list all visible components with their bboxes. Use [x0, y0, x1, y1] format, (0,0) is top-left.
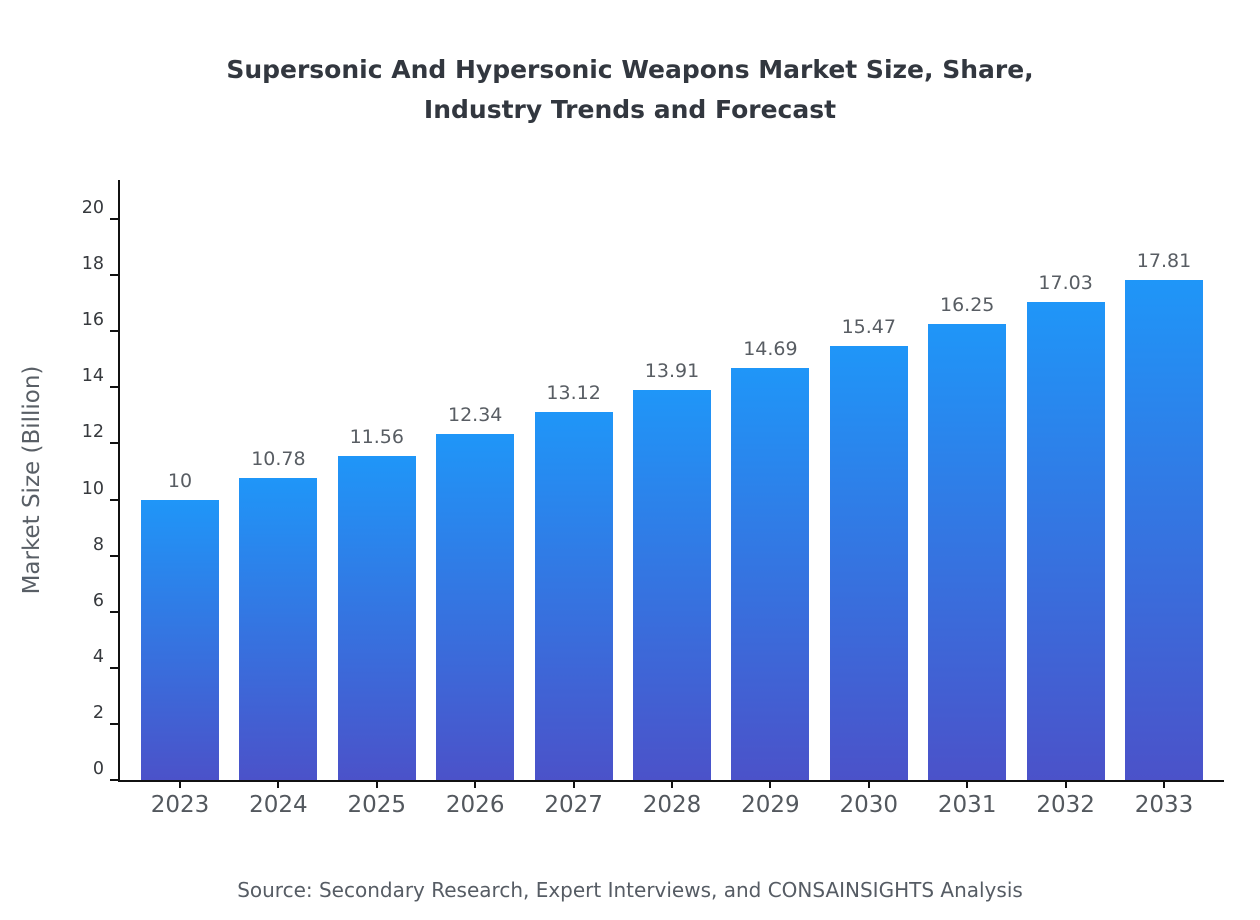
- chart-title-line2: Industry Trends and Forecast: [423, 95, 837, 124]
- x-tick-mark: [867, 780, 870, 788]
- bar-2027: [534, 411, 613, 780]
- bar-value-label: 11.56: [349, 425, 404, 448]
- y-tick-label: 0: [92, 759, 104, 779]
- x-tick-label: 2027: [544, 792, 603, 818]
- y-tick-mark: [110, 779, 118, 781]
- bar-2029: [731, 367, 810, 780]
- x-tick-mark: [671, 780, 673, 788]
- bar-value-label: 12.34: [447, 403, 503, 426]
- x-tick-mark: [277, 780, 280, 788]
- bar-2032: [1026, 302, 1105, 780]
- x-tick-label: 2032: [1036, 792, 1095, 818]
- x-tick-mark: [1163, 780, 1165, 788]
- y-tick-mark: [110, 498, 118, 501]
- x-tick-mark: [1064, 780, 1067, 788]
- y-tick-label: 18: [81, 254, 104, 275]
- y-tick-label: 10: [81, 478, 104, 499]
- bar-value-label: 17.81: [1136, 250, 1192, 273]
- y-tick-label: 2: [92, 702, 104, 723]
- y-tick-label: 4: [92, 646, 104, 667]
- x-tick-label: 2029: [741, 792, 800, 818]
- bar-value-label: 16.25: [939, 294, 995, 317]
- y-tick-label: 6: [92, 590, 104, 611]
- bar-value-label: 15.47: [841, 316, 896, 339]
- bar-value-label: 10: [167, 469, 193, 492]
- y-tick-mark: [110, 554, 118, 557]
- x-tick-label: 2026: [445, 792, 505, 818]
- y-tick-label: 12: [81, 422, 104, 443]
- bar-value-label: 13.12: [546, 381, 601, 404]
- y-tick-label: 20: [81, 198, 104, 218]
- source-note: Source: Secondary Research, Expert Inter…: [237, 878, 1023, 902]
- x-tick-mark: [572, 780, 575, 788]
- bar-2024: [239, 477, 318, 780]
- y-tick-mark: [110, 442, 118, 445]
- x-tick-label: 2025: [347, 792, 407, 818]
- y-tick-mark: [110, 722, 118, 725]
- bar-value-label: 14.69: [743, 337, 798, 360]
- bar-2028: [633, 389, 711, 780]
- y-tick-mark: [110, 610, 118, 613]
- x-tick-label: 2033: [1134, 792, 1194, 818]
- bar-2031: [928, 324, 1007, 780]
- bar-2026: [436, 433, 515, 780]
- x-tick-mark: [179, 780, 181, 788]
- bar-2023: [141, 499, 219, 780]
- x-tick-label: 2024: [249, 792, 308, 818]
- y-tick-mark: [110, 386, 118, 389]
- bar-value-label: 10.78: [251, 447, 306, 470]
- x-tick-mark: [474, 780, 477, 788]
- bar-2030: [829, 346, 908, 780]
- x-tick-mark: [769, 780, 772, 788]
- bar-value-label: 13.91: [644, 359, 700, 382]
- chart-title-line1: Supersonic And Hypersonic Weapons Market…: [226, 55, 1034, 84]
- y-tick-label: 8: [92, 534, 104, 555]
- x-tick-mark: [375, 780, 378, 788]
- y-tick-label: 16: [81, 310, 104, 331]
- y-tick-mark: [110, 274, 118, 277]
- x-tick-label: 2030: [839, 792, 899, 818]
- y-tick-mark: [110, 218, 118, 220]
- bar-value-label: 17.03: [1038, 272, 1093, 295]
- x-tick-label: 2031: [937, 792, 997, 818]
- chart-title: Supersonic And Hypersonic Weapons Market…: [0, 50, 1260, 130]
- x-tick-label: 2023: [150, 792, 210, 818]
- plot-area: 0 2 4 6 8 10 12 14 16 18 20 10 2023 10.78 2024 11.56 202…: [82, 180, 1224, 818]
- x-tick-label: 2028: [642, 792, 702, 818]
- y-axis-label: Market Size (Billion): [19, 365, 45, 595]
- bar-2033: [1125, 280, 1203, 780]
- x-tick-mark: [966, 780, 969, 788]
- y-tick-mark: [110, 330, 118, 333]
- y-tick-mark: [110, 666, 118, 669]
- bar-2025: [337, 455, 416, 780]
- y-tick-label: 14: [81, 366, 104, 387]
